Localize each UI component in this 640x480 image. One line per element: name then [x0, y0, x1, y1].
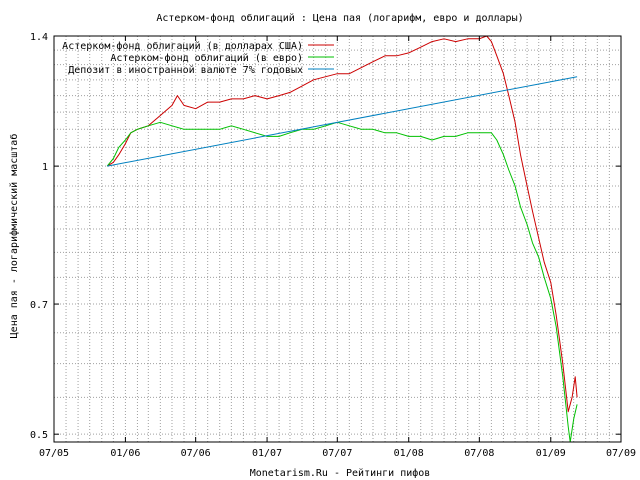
legend-label-3: Депозит в иностранной валюте 7% годовых: [68, 64, 303, 76]
x-tick-label: 07/07: [322, 448, 352, 459]
y-tick-label: 1.4: [30, 32, 48, 43]
y-tick-label: 1: [42, 162, 48, 173]
legend-label-2: Астерком-фонд облигаций (в евро): [110, 52, 303, 64]
x-tick-label: 01/07: [252, 448, 282, 459]
tick-marks: [53, 35, 622, 442]
chart-title: Астерком-фонд облигаций : Цена пая (лога…: [156, 12, 523, 24]
series-line-3: [107, 76, 578, 167]
series-line-2: [106, 121, 578, 443]
y-tick-label: 0.7: [30, 300, 48, 311]
x-axis-label: Monetarism.Ru - Рейтинги пифов: [250, 467, 431, 479]
x-tick-label: 07/05: [39, 448, 69, 459]
legend: Астерком-фонд облигаций (в долларах США)…: [62, 40, 334, 76]
x-tick-label: 07/06: [181, 448, 211, 459]
y-tick-labels: 0.5 0.7 1 1.4: [30, 32, 48, 441]
legend-label-1: Астерком-фонд облигаций (в долларах США): [62, 40, 303, 52]
x-tick-label: 01/08: [394, 448, 424, 459]
x-tick-labels: 07/05 01/06 07/06 01/07 07/07 01/08 07/08 01/09…: [39, 448, 636, 459]
x-tick-label: 01/06: [110, 448, 140, 459]
y-axis-label: Цена пая - логарифмический масштаб: [8, 134, 20, 339]
series-layer: [106, 35, 578, 443]
y-tick-label: 0.5: [30, 430, 48, 441]
x-tick-label: 07/08: [464, 448, 494, 459]
x-tick-label: 01/09: [536, 448, 566, 459]
x-tick-label: 07/09: [606, 448, 636, 459]
series-line-1: [106, 35, 578, 413]
